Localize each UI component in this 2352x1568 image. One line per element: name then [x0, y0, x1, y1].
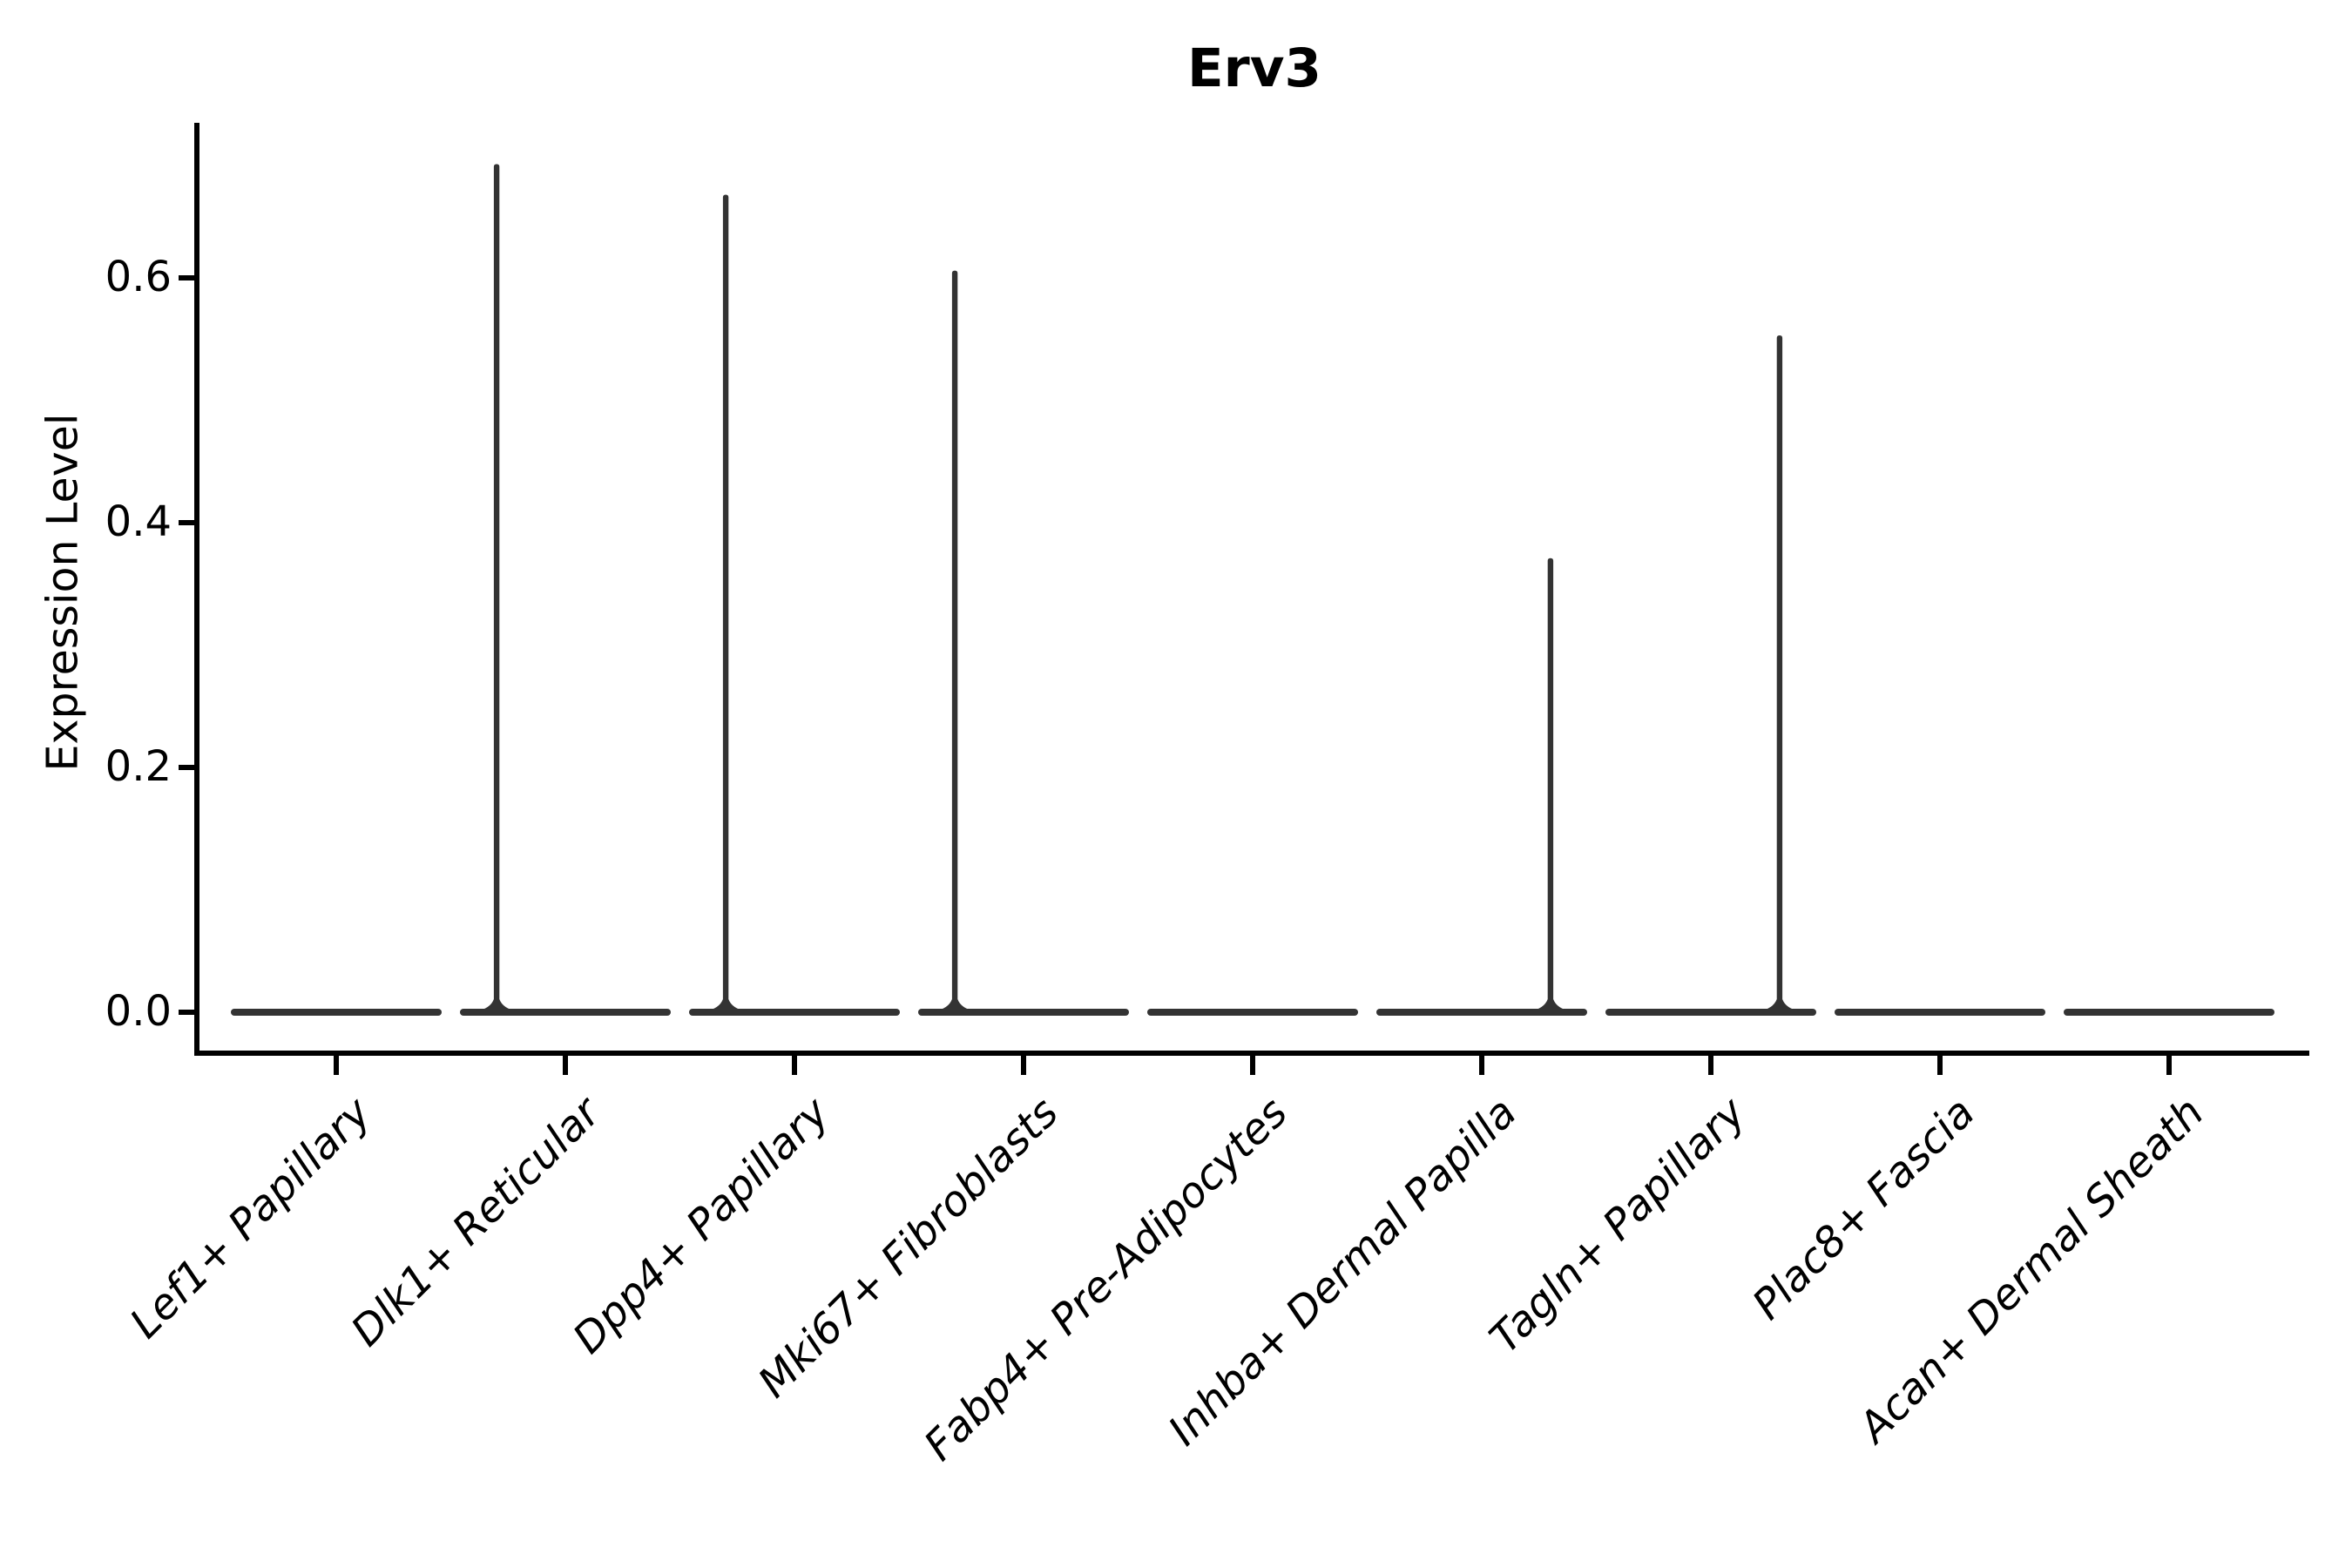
x-axis-spine [194, 1051, 2309, 1056]
y-tick [179, 1010, 194, 1015]
plot-title: Erv3 [1187, 37, 1321, 99]
y-tick [179, 520, 194, 525]
violin-spike [1529, 558, 1571, 1011]
violin-body [231, 1009, 442, 1016]
x-tick [792, 1056, 797, 1075]
x-tick [1708, 1056, 1713, 1075]
y-tick [179, 765, 194, 770]
y-tick [179, 275, 194, 280]
x-tick [334, 1056, 339, 1075]
y-tick-label: 0.6 [105, 253, 172, 301]
violin-body [1147, 1009, 1358, 1016]
x-tick [2166, 1056, 2172, 1075]
x-tick [1021, 1056, 1026, 1075]
x-tick [1937, 1056, 1943, 1075]
violin-spike [476, 164, 518, 1011]
x-tick [563, 1056, 568, 1075]
y-axis-spine [194, 123, 199, 1056]
violin-spike [1758, 335, 1801, 1011]
violin-spike [934, 270, 977, 1011]
y-tick-label: 0.4 [105, 497, 172, 546]
y-tick-label: 0.2 [105, 742, 172, 791]
violin-spike [705, 194, 747, 1011]
y-tick-label: 0.0 [105, 987, 172, 1036]
violin-body [2064, 1009, 2274, 1016]
x-tick [1479, 1056, 1484, 1075]
violin-body [1835, 1009, 2045, 1016]
x-tick [1250, 1056, 1255, 1075]
